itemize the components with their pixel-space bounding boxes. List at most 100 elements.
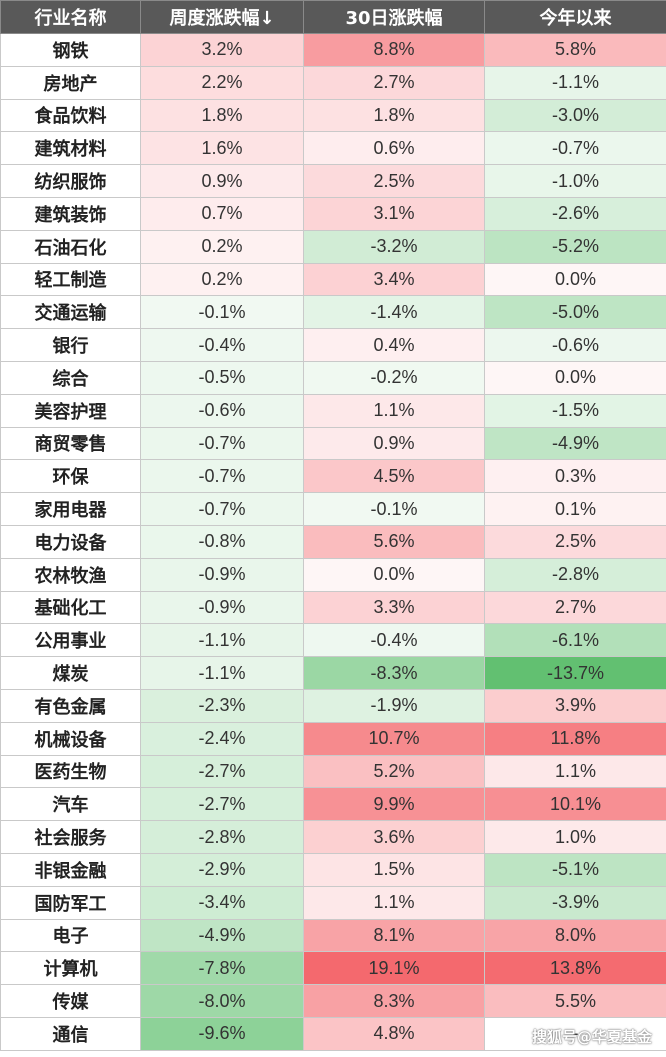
- cell-weekly-change: 0.2%: [140, 262, 304, 297]
- cell-30day-change: 8.8%: [303, 33, 485, 67]
- cell-industry-name: 食品饮料: [0, 98, 141, 133]
- cell-ytd-change: 13.8%: [484, 951, 666, 986]
- table-row: 电子 -4.9% 8.1% 8.0%: [0, 918, 666, 953]
- cell-ytd-change: 5.5%: [484, 984, 666, 1018]
- table-row: 公用事业 -1.1% -0.4% -6.1%: [0, 623, 666, 658]
- cell-weekly-change: -0.6%: [140, 393, 304, 428]
- cell-weekly-change: -9.6%: [140, 1016, 304, 1051]
- cell-ytd-change: 2.5%: [484, 524, 666, 559]
- cell-30day-change: 8.3%: [303, 984, 485, 1018]
- cell-ytd-change: -0.6%: [484, 328, 666, 362]
- cell-industry-name: 公用事业: [0, 623, 141, 658]
- cell-30day-change: 8.1%: [303, 918, 485, 953]
- cell-ytd-change: -5.0%: [484, 295, 666, 330]
- cell-30day-change: 1.1%: [303, 885, 485, 920]
- cell-30day-change: -3.2%: [303, 229, 485, 264]
- header-ytd-change[interactable]: 今年以来: [484, 0, 666, 34]
- cell-ytd-change: -2.8%: [484, 557, 666, 592]
- cell-weekly-change: 3.2%: [140, 33, 304, 67]
- cell-weekly-change: -7.8%: [140, 951, 304, 986]
- cell-industry-name: 机械设备: [0, 721, 141, 756]
- cell-30day-change: 4.5%: [303, 459, 485, 494]
- cell-ytd-change: -5.1%: [484, 852, 666, 887]
- table-row: 建筑装饰 0.7% 3.1% -2.6%: [0, 196, 666, 231]
- cell-industry-name: 轻工制造: [0, 262, 141, 297]
- table-row: 国防军工 -3.4% 1.1% -3.9%: [0, 885, 666, 920]
- cell-weekly-change: -2.7%: [140, 787, 304, 822]
- table-row: 建筑材料 1.6% 0.6% -0.7%: [0, 131, 666, 166]
- cell-ytd-change: -2.6%: [484, 196, 666, 231]
- cell-industry-name: 石油石化: [0, 229, 141, 264]
- cell-weekly-change: -4.9%: [140, 918, 304, 953]
- cell-industry-name: 建筑装饰: [0, 196, 141, 231]
- cell-30day-change: 19.1%: [303, 951, 485, 986]
- cell-ytd-change: 1.0%: [484, 820, 666, 854]
- cell-30day-change: -0.1%: [303, 492, 485, 526]
- cell-weekly-change: -2.9%: [140, 852, 304, 887]
- cell-industry-name: 交通运输: [0, 295, 141, 330]
- cell-ytd-change: -6.1%: [484, 623, 666, 658]
- cell-industry-name: 银行: [0, 328, 141, 362]
- cell-30day-change: 3.4%: [303, 262, 485, 297]
- cell-industry-name: 家用电器: [0, 492, 141, 526]
- cell-ytd-change: -0.7%: [484, 131, 666, 166]
- cell-weekly-change: -0.1%: [140, 295, 304, 330]
- cell-weekly-change: -2.8%: [140, 820, 304, 854]
- cell-30day-change: -0.4%: [303, 623, 485, 658]
- cell-weekly-change: -0.4%: [140, 328, 304, 362]
- header-30day-change[interactable]: 30日涨跌幅: [303, 0, 485, 34]
- cell-industry-name: 商贸零售: [0, 426, 141, 461]
- table-row: 综合 -0.5% -0.2% 0.0%: [0, 360, 666, 395]
- cell-weekly-change: -1.1%: [140, 623, 304, 658]
- cell-industry-name: 综合: [0, 360, 141, 395]
- table-row: 机械设备 -2.4% 10.7% 11.8%: [0, 721, 666, 756]
- cell-weekly-change: -0.7%: [140, 426, 304, 461]
- cell-weekly-change: -2.7%: [140, 754, 304, 789]
- table-row: 医药生物 -2.7% 5.2% 1.1%: [0, 754, 666, 789]
- cell-weekly-change: 0.7%: [140, 196, 304, 231]
- cell-ytd-change: 1.1%: [484, 754, 666, 789]
- cell-ytd-change: 0.1%: [484, 492, 666, 526]
- cell-industry-name: 基础化工: [0, 590, 141, 625]
- cell-30day-change: 0.6%: [303, 131, 485, 166]
- cell-30day-change: 3.1%: [303, 196, 485, 231]
- table-row: 钢铁 3.2% 8.8% 5.8%: [0, 33, 666, 67]
- cell-weekly-change: -0.5%: [140, 360, 304, 395]
- cell-ytd-change: -: [484, 1016, 666, 1051]
- cell-industry-name: 社会服务: [0, 820, 141, 854]
- cell-30day-change: -1.4%: [303, 295, 485, 330]
- table-row: 家用电器 -0.7% -0.1% 0.1%: [0, 492, 666, 526]
- cell-weekly-change: -0.9%: [140, 557, 304, 592]
- cell-30day-change: 0.4%: [303, 328, 485, 362]
- cell-weekly-change: 1.8%: [140, 98, 304, 133]
- cell-ytd-change: 2.7%: [484, 590, 666, 625]
- cell-30day-change: -1.9%: [303, 688, 485, 723]
- cell-industry-name: 医药生物: [0, 754, 141, 789]
- cell-30day-change: -8.3%: [303, 656, 485, 690]
- cell-industry-name: 美容护理: [0, 393, 141, 428]
- cell-ytd-change: 0.0%: [484, 360, 666, 395]
- header-weekly-change[interactable]: 周度涨跌幅↓: [140, 0, 304, 34]
- cell-weekly-change: -0.7%: [140, 459, 304, 494]
- table-row: 纺织服饰 0.9% 2.5% -1.0%: [0, 164, 666, 198]
- cell-industry-name: 非银金融: [0, 852, 141, 887]
- table-row: 轻工制造 0.2% 3.4% 0.0%: [0, 262, 666, 297]
- cell-ytd-change: -1.5%: [484, 393, 666, 428]
- table-row: 汽车 -2.7% 9.9% 10.1%: [0, 787, 666, 822]
- cell-30day-change: 5.6%: [303, 524, 485, 559]
- table-row: 房地产 2.2% 2.7% -1.1%: [0, 65, 666, 100]
- table-row: 银行 -0.4% 0.4% -0.6%: [0, 328, 666, 362]
- cell-30day-change: 4.8%: [303, 1016, 485, 1051]
- cell-weekly-change: 2.2%: [140, 65, 304, 100]
- cell-industry-name: 煤炭: [0, 656, 141, 690]
- table-row: 石油石化 0.2% -3.2% -5.2%: [0, 229, 666, 264]
- cell-industry-name: 电力设备: [0, 524, 141, 559]
- cell-ytd-change: 11.8%: [484, 721, 666, 756]
- cell-30day-change: 1.1%: [303, 393, 485, 428]
- cell-30day-change: 3.6%: [303, 820, 485, 854]
- table-row: 社会服务 -2.8% 3.6% 1.0%: [0, 820, 666, 854]
- cell-ytd-change: 0.3%: [484, 459, 666, 494]
- header-industry: 行业名称: [0, 0, 141, 34]
- table-body: 钢铁 3.2% 8.8% 5.8% 房地产 2.2% 2.7% -1.1% 食品饮料 1.8% 1.…: [0, 33, 666, 1051]
